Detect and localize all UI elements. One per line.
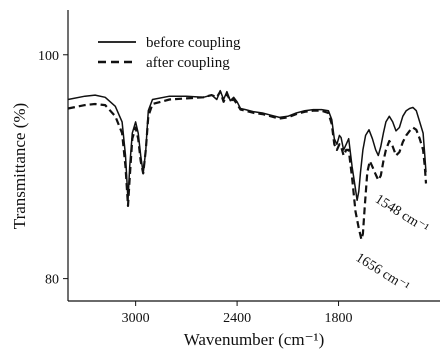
legend: before coupling after coupling (98, 35, 241, 71)
peak-annotation: 1548 cm⁻¹ (372, 192, 431, 237)
series-line-after-coupling (67, 90, 428, 241)
legend-label: before coupling (146, 35, 241, 51)
series-line-before-coupling (67, 89, 427, 202)
peak-annotation: 1656 cm⁻¹ (353, 250, 412, 295)
x-tick-label: 3000 (122, 311, 150, 326)
legend-label: after coupling (146, 55, 230, 71)
x-tick-label: 2400 (223, 311, 251, 326)
y-tick-label: 100 (38, 49, 59, 64)
y-axis-label: Transmittance (%) (10, 103, 29, 229)
x-tick-label: 1800 (325, 311, 353, 326)
axes: 3000 2400 1800 80 100 (38, 10, 440, 326)
plot-area (67, 89, 428, 241)
x-axis-label: Wavenumber (cm⁻¹) (184, 330, 325, 349)
y-tick-label: 80 (45, 273, 59, 288)
